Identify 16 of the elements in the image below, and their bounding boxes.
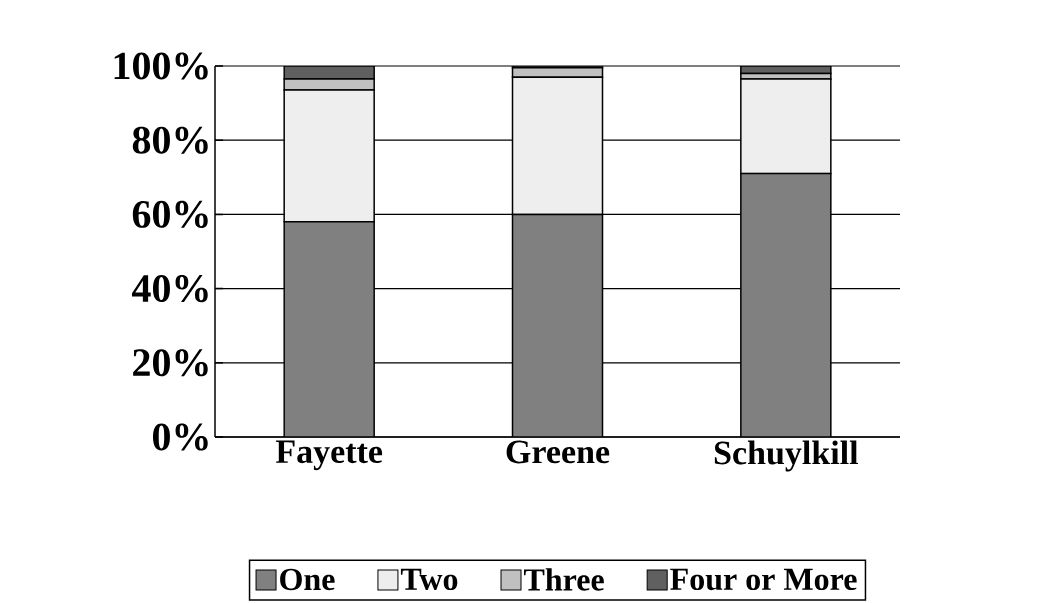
- x-tick-label: Greene: [506, 440, 610, 464]
- legend-label: One: [280, 568, 335, 591]
- legend-label: Four or More: [670, 568, 857, 591]
- y-tick-label: 0%: [152, 423, 208, 451]
- legend-label: Three: [524, 568, 604, 591]
- y-tick-label: 20%: [133, 349, 208, 377]
- x-tick-label: Schuylkill: [714, 440, 859, 472]
- y-tick-label: 80%: [132, 126, 208, 154]
- legend-label: Two: [400, 568, 458, 591]
- x-tick-label: Fayette: [275, 440, 383, 471]
- y-tick-label: 40%: [132, 275, 208, 303]
- bar: [512, 214, 603, 437]
- bar: [284, 221, 375, 437]
- y-tick-label: 60%: [132, 200, 208, 228]
- y-tick-label: 100%: [114, 52, 208, 80]
- bar: [740, 172, 832, 437]
